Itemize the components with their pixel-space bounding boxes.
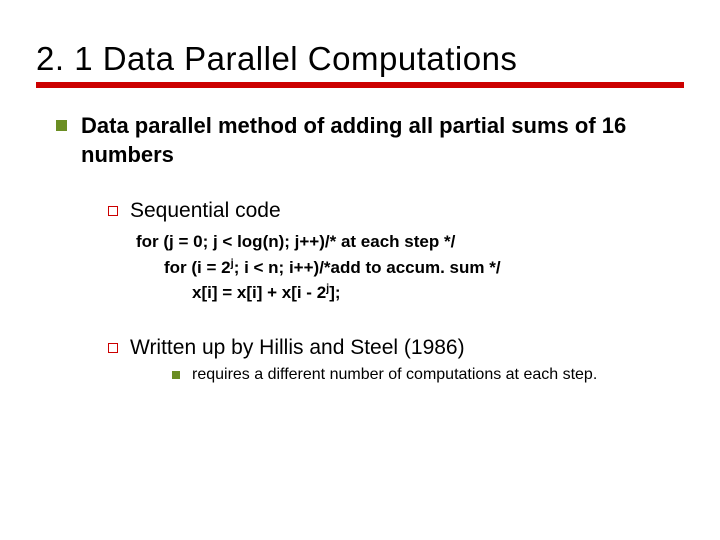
hollow-square-bullet-icon: [108, 343, 118, 353]
sub-sub-bullet: requires a different number of computati…: [172, 366, 684, 384]
code-line-2: for (i = 2j; i < n; i++)/*add to accum. …: [136, 255, 684, 281]
code-l3-pre: x[i] = x[i] + x[i - 2: [192, 283, 326, 302]
main-bullet-row: Data parallel method of adding all parti…: [56, 112, 684, 169]
sub-bullet-1: Sequential code: [108, 199, 684, 223]
code-l3-post: ];: [329, 283, 340, 302]
sub2-label: Written up by Hillis and Steel (1986): [130, 336, 465, 360]
sub1-label: Sequential code: [130, 199, 281, 223]
code-l1-pre: for (j = 0; j < log(n); j++): [136, 232, 325, 251]
code-l2-pre: for (i = 2: [164, 258, 231, 277]
sub2-child-text: requires a different number of computati…: [192, 366, 597, 384]
code-l2-mid: ; i < n; i++): [234, 258, 320, 277]
code-l2-post: /*add to accum. sum */: [319, 258, 500, 277]
code-line-1: for (j = 0; j < log(n); j++)/* at each s…: [136, 229, 684, 255]
square-bullet-icon: [172, 371, 180, 379]
hollow-square-bullet-icon: [108, 206, 118, 216]
title-underline: [36, 82, 684, 88]
code-line-3: x[i] = x[i] + x[i - 2j];: [136, 280, 684, 306]
square-bullet-icon: [56, 120, 67, 131]
main-point-text: Data parallel method of adding all parti…: [81, 112, 684, 169]
slide: 2. 1 Data Parallel Computations Data par…: [0, 0, 720, 540]
slide-title: 2. 1 Data Parallel Computations: [36, 40, 684, 78]
sub-bullet-2: Written up by Hillis and Steel (1986): [108, 336, 684, 360]
code-l1-post: /* at each step */: [325, 232, 455, 251]
code-block: for (j = 0; j < log(n); j++)/* at each s…: [136, 229, 684, 306]
